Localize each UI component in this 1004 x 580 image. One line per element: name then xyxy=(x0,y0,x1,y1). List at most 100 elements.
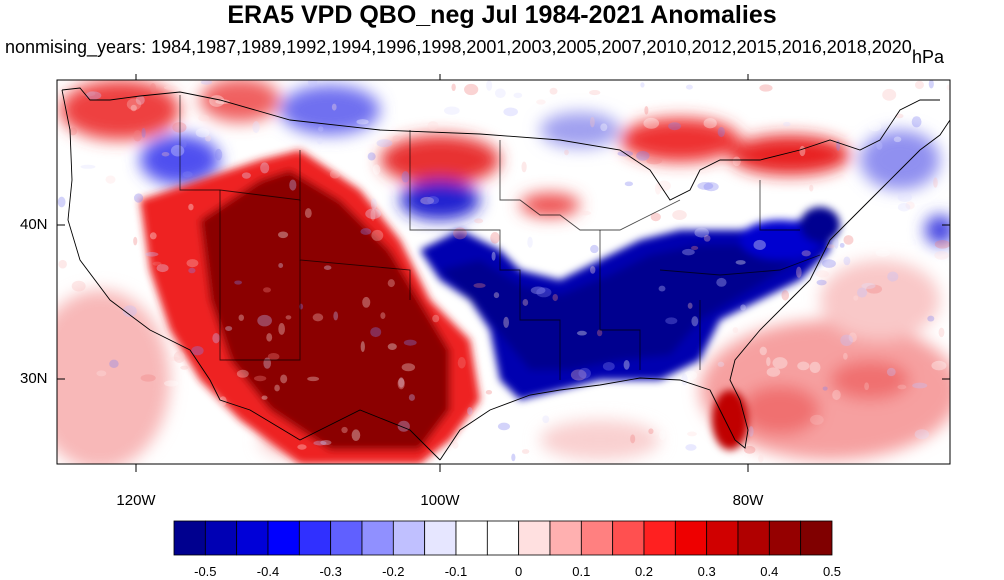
speckle-dot xyxy=(497,422,511,431)
speckle-dot xyxy=(536,99,546,105)
colorbar-tick-label: 0 xyxy=(515,564,523,579)
speckle-dot xyxy=(278,263,284,269)
speckle-dot xyxy=(847,209,855,216)
speckle-dot xyxy=(323,265,332,270)
speckle-dot xyxy=(893,136,902,143)
speckle-dot xyxy=(278,323,285,335)
speckle-dot xyxy=(493,292,500,299)
speckle-dot xyxy=(570,369,587,381)
lon-label-80w: 80W xyxy=(732,492,764,509)
speckle-dot xyxy=(914,80,924,90)
speckle-dot xyxy=(130,104,137,112)
colorbar-tick-label: -0.2 xyxy=(382,564,405,579)
speckle-dot xyxy=(643,117,660,129)
speckle-dot xyxy=(875,249,891,257)
speckle-dot xyxy=(687,431,697,437)
speckle-dot xyxy=(839,242,845,248)
speckle-dot xyxy=(716,277,727,287)
speckle-dot xyxy=(782,121,791,127)
speckle-dot xyxy=(732,156,741,167)
speckle-dot xyxy=(657,180,671,191)
speckle-dot xyxy=(772,357,788,369)
speckle-dot xyxy=(403,339,417,346)
speckle-dot xyxy=(474,218,484,224)
speckle-dot xyxy=(495,97,504,106)
colorbar-box xyxy=(267,520,300,556)
speckle-dot xyxy=(473,283,486,288)
speckle-dot xyxy=(58,259,67,269)
speckle-dot xyxy=(766,356,771,367)
speckle-dot xyxy=(278,231,289,239)
speckle-dot xyxy=(665,317,678,325)
speckle-dot xyxy=(576,330,587,336)
speckle-dot xyxy=(376,139,393,148)
speckle-dot xyxy=(209,95,225,107)
speckle-dot xyxy=(911,116,922,128)
speckle-dot xyxy=(362,296,371,308)
speckle-dot xyxy=(141,127,146,138)
speckle-dot xyxy=(934,239,950,249)
speckle-dot xyxy=(225,326,233,331)
speckle-dot xyxy=(897,202,911,212)
speckle-dot xyxy=(536,287,552,298)
speckle-dot xyxy=(356,119,369,125)
speckle-dot xyxy=(590,116,595,128)
speckle-dot xyxy=(801,250,811,257)
speckle-dot xyxy=(85,91,102,100)
speckle-dot xyxy=(152,261,162,266)
map-subtitle: nonmising_years: 1984,1987,1989,1992,199… xyxy=(5,37,912,57)
speckle-dot xyxy=(644,105,649,115)
speckle-dot xyxy=(205,135,212,142)
speckle-dot xyxy=(188,203,194,211)
speckle-dot xyxy=(703,235,711,242)
colorbar xyxy=(173,520,833,556)
speckle-dot xyxy=(187,446,193,457)
colorbar-tick-label: -0.3 xyxy=(319,564,342,579)
speckle-dot xyxy=(387,343,397,350)
speckle-dot xyxy=(266,333,273,342)
speckle-dot xyxy=(252,121,260,134)
speckle-dot xyxy=(173,351,185,363)
speckle-dot xyxy=(285,315,292,320)
speckle-dot xyxy=(681,373,688,386)
speckle-dot xyxy=(494,88,506,98)
speckle-dot xyxy=(161,151,170,157)
speckle-dot xyxy=(260,162,270,174)
axis-ticks xyxy=(57,74,950,472)
speckle-dot xyxy=(370,327,382,338)
speckle-dot xyxy=(467,406,473,415)
speckle-dot xyxy=(834,238,839,249)
speckle-dot xyxy=(60,214,72,223)
speckle-dot xyxy=(853,295,859,301)
speckle-dot xyxy=(195,128,210,138)
colorbar-tick-label: -0.4 xyxy=(256,564,280,579)
speckle-dot xyxy=(694,227,709,238)
speckle-dot xyxy=(105,175,116,184)
colorbar-box xyxy=(236,520,269,556)
speckle-dot xyxy=(133,236,138,246)
speckle-dot xyxy=(320,439,332,446)
speckle-dot xyxy=(163,85,178,90)
colorbar-box xyxy=(800,520,833,556)
speckle-dot xyxy=(685,444,697,451)
colorbar-box xyxy=(424,520,457,556)
speckle-dot xyxy=(590,244,599,254)
speckle-dot xyxy=(753,239,766,251)
speckle-dot xyxy=(758,454,764,463)
speckle-dot xyxy=(427,196,440,205)
speckle-dot xyxy=(316,138,323,145)
speckle-dot xyxy=(280,374,288,384)
speckle-dot xyxy=(843,235,854,245)
speckle-dot xyxy=(717,361,725,367)
colorbar-tick-label: 0.5 xyxy=(822,564,842,579)
speckle-dot xyxy=(848,332,857,343)
speckle-dot xyxy=(186,259,199,268)
speckle-dot xyxy=(253,375,267,382)
speckle-dot xyxy=(457,357,466,369)
speckle-dot xyxy=(646,157,663,165)
speckle-dot xyxy=(274,384,280,392)
speckle-dot xyxy=(133,130,142,142)
colorbar-box xyxy=(298,520,332,556)
speckle-dot xyxy=(640,82,645,88)
speckle-dot xyxy=(672,210,687,220)
